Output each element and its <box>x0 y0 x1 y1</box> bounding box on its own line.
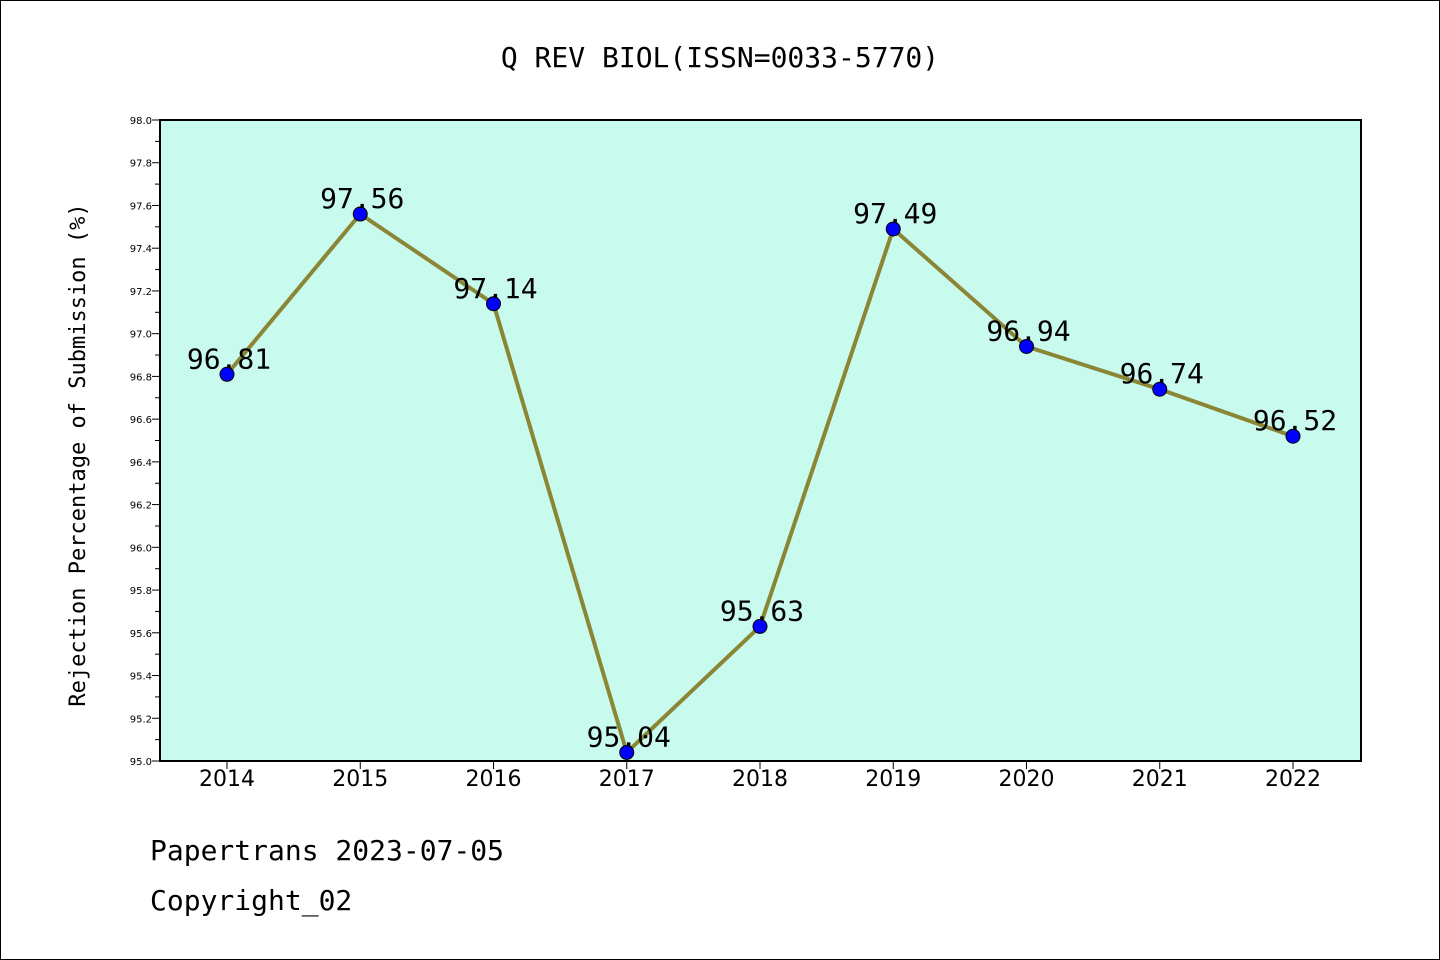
data-point <box>486 296 501 312</box>
chart-title: Q REV BIOL(ISSN=0033-5770) <box>501 41 939 74</box>
data-point <box>1285 428 1301 444</box>
data-label: 95.04 <box>587 720 671 753</box>
y-axis-label: Rejection Percentage of Submission (%) <box>66 203 91 706</box>
y-tick-label: 96.4 <box>130 458 152 469</box>
y-tick-label: 95.6 <box>130 629 152 640</box>
x-tick-label: 2018 <box>732 767 788 792</box>
plot-frame <box>159 119 1362 762</box>
y-tick-label: 97.0 <box>130 330 152 341</box>
data-label: 96.52 <box>1253 404 1337 437</box>
x-tick-label: 2016 <box>466 767 522 792</box>
y-tick-label: 95.2 <box>130 714 152 725</box>
y-tick-label: 96.2 <box>130 501 152 512</box>
x-tick-label: 2022 <box>1265 767 1321 792</box>
data-label: 95.63 <box>720 594 804 627</box>
data-point <box>1019 338 1034 354</box>
data-markers <box>219 206 1301 760</box>
y-tick-label: 95.0 <box>130 757 152 768</box>
y-tick-label: 97.6 <box>130 201 152 212</box>
data-point <box>219 366 235 382</box>
y-tick-label: 97.4 <box>130 244 152 255</box>
y-tick-label: 95.8 <box>130 586 152 597</box>
x-tick-label: 2017 <box>599 767 655 792</box>
data-label: 97.14 <box>453 272 537 305</box>
x-axis-ticks: 2014 2015 2016 2017 2018 2019 2020 2021 2022 <box>199 761 1321 792</box>
x-tick-label: 2021 <box>1132 767 1188 792</box>
y-axis-ticks: 95.0 95.2 95.4 95.6 95.8 96.0 96.2 96.4 96.6 96.8… <box>130 116 160 768</box>
plot-area <box>160 120 1361 761</box>
y-tick-label: 96.6 <box>130 415 152 426</box>
y-tick-label: 97.8 <box>130 159 152 170</box>
y-tick-label: 96.0 <box>130 543 152 554</box>
data-point <box>352 206 368 222</box>
data-point <box>885 221 901 237</box>
data-label: 96.94 <box>986 314 1070 347</box>
data-point <box>752 618 768 634</box>
y-tick-label: 95.4 <box>130 672 152 683</box>
x-tick-label: 2020 <box>999 767 1055 792</box>
data-point <box>619 744 635 760</box>
y-tick-label: 97.2 <box>130 287 152 298</box>
data-label: 96.81 <box>187 342 271 375</box>
data-label: 97.49 <box>853 197 937 230</box>
footer-date-text: Papertrans 2023-07-05 <box>150 834 505 867</box>
data-label: 96.74 <box>1120 357 1204 390</box>
y-tick-label: 98.0 <box>130 116 152 127</box>
x-tick-label: 2014 <box>199 767 255 792</box>
y-tick-label: 96.8 <box>130 372 152 383</box>
x-tick-label: 2019 <box>865 767 921 792</box>
x-tick-label: 2015 <box>332 767 388 792</box>
data-labels: 96.81 97.56 97.14 95.04 95.63 97.49 96.94 96.74… <box>187 182 1337 753</box>
footer-copyright-text: Copyright_02 <box>150 884 353 917</box>
data-point <box>1152 381 1168 397</box>
data-label: 97.56 <box>320 182 404 215</box>
